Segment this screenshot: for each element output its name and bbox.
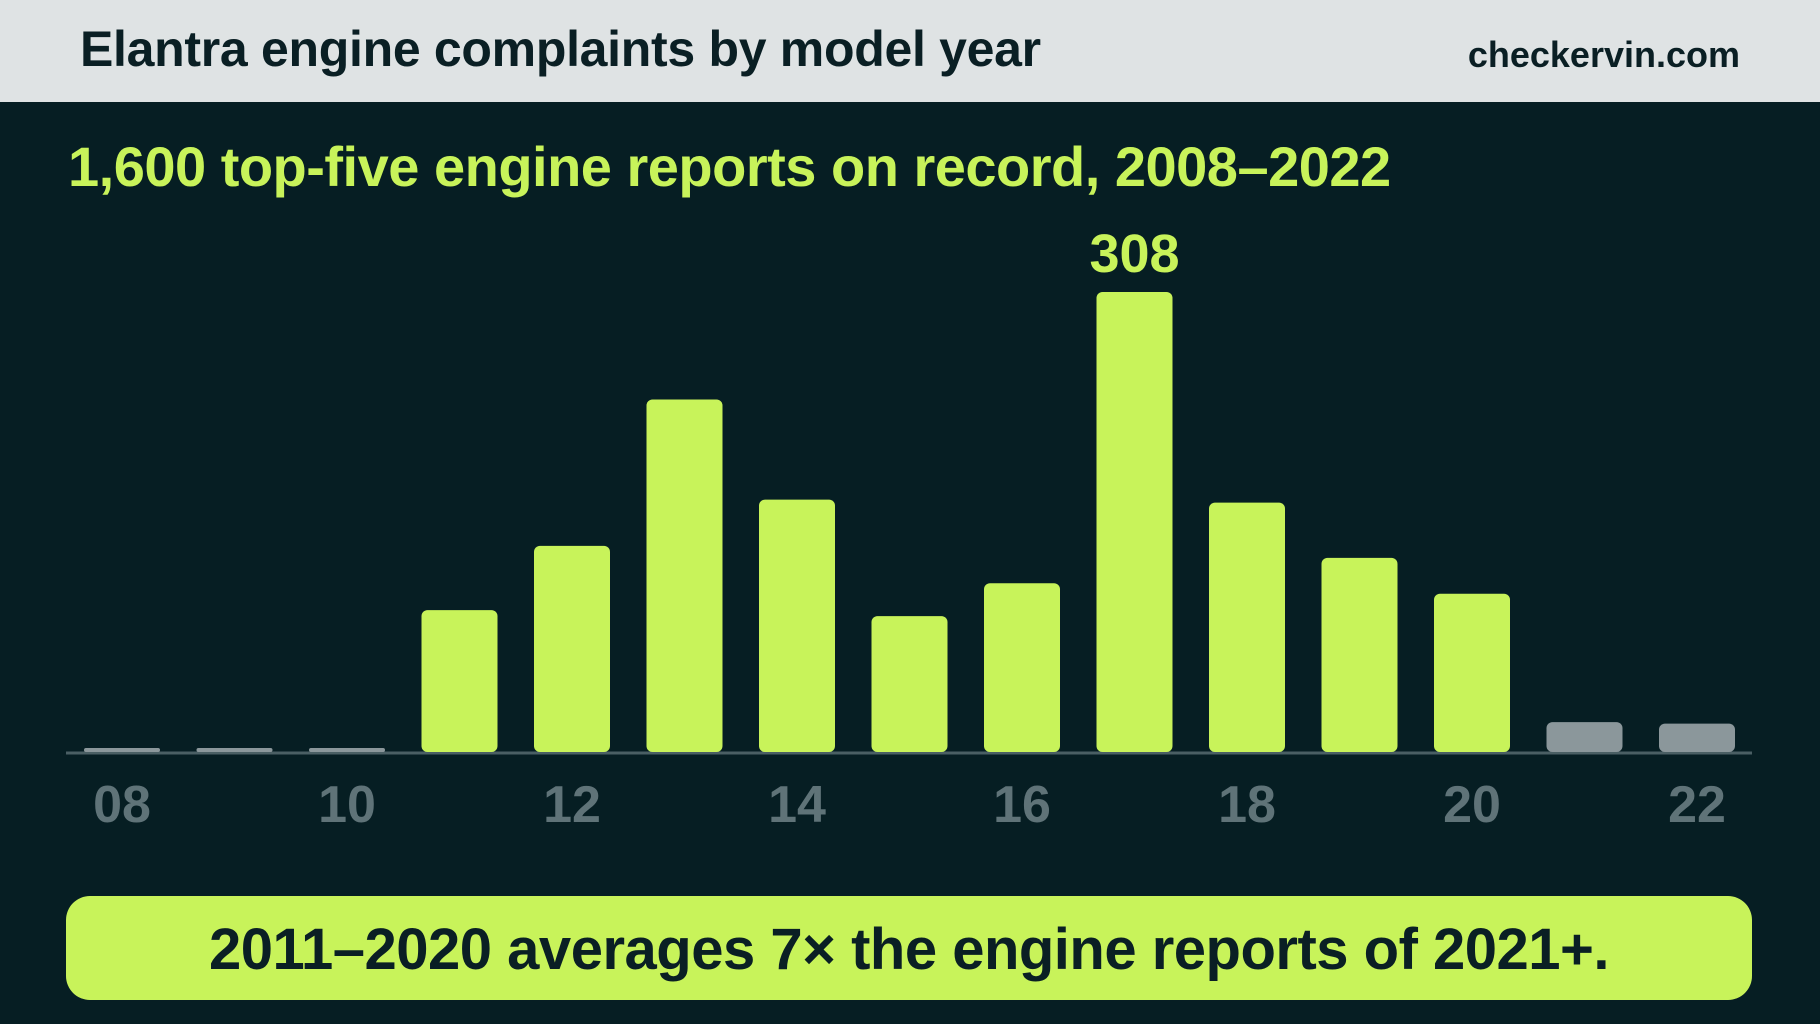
data-label-17: 308 — [1089, 224, 1179, 284]
chart-title: Elantra engine complaints by model year — [80, 21, 1041, 77]
x-tick-16: 16 — [993, 776, 1051, 834]
x-tick-12: 12 — [543, 776, 601, 834]
bar-11 — [421, 610, 498, 752]
x-tick-10: 10 — [318, 776, 376, 834]
callout-box: 2011–2020 averages 7× the engine reports… — [66, 896, 1752, 1000]
bar-15 — [871, 616, 948, 752]
x-tick-18: 18 — [1218, 776, 1276, 834]
bar-16 — [984, 583, 1060, 752]
bar-14 — [759, 499, 835, 752]
bar-08 — [84, 748, 160, 752]
bar-10 — [309, 748, 385, 752]
bar-chart: 08 10 12 14 16 308 18 20 22 — [66, 224, 1752, 834]
bar-17 — [1096, 292, 1173, 752]
bar-18 — [1209, 502, 1285, 752]
bar-19 — [1321, 557, 1398, 752]
source-label: checkervin.com — [1467, 34, 1740, 75]
bar-22 — [1659, 723, 1735, 752]
x-tick-22: 22 — [1668, 776, 1726, 834]
bar-20 — [1434, 593, 1510, 752]
x-tick-20: 20 — [1443, 776, 1501, 834]
header-bar: Elantra engine complaints by model year … — [0, 0, 1820, 102]
bar-13 — [646, 399, 723, 752]
x-tick-08: 08 — [93, 776, 151, 834]
bar-12 — [534, 545, 610, 752]
chart-subtitle: 1,600 top-five engine reports on record,… — [68, 135, 1391, 198]
callout-text: 2011–2020 averages 7× the engine reports… — [208, 917, 1610, 982]
bar-21 — [1546, 722, 1623, 752]
bar-09 — [196, 748, 273, 752]
x-tick-14: 14 — [768, 776, 826, 834]
